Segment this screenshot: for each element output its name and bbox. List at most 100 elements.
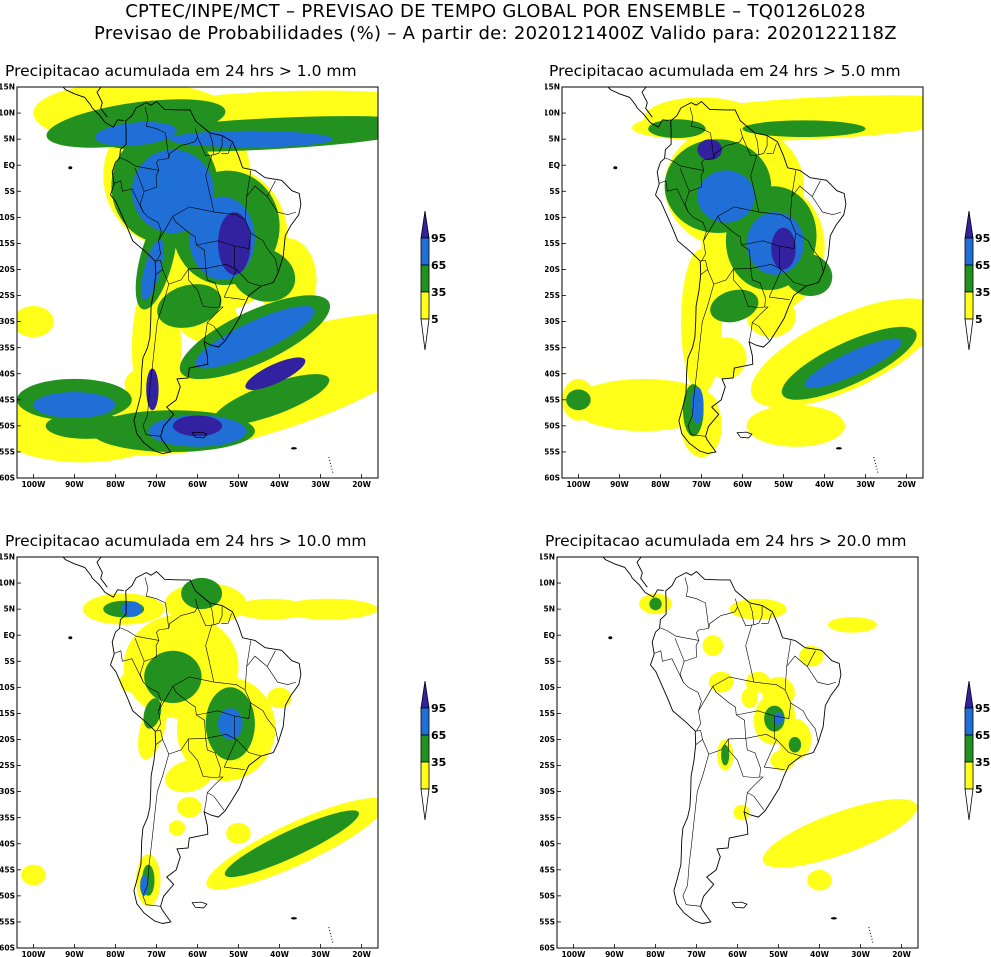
lat-tick-label: 5N [544,605,556,614]
lat-tick-label: 50S [0,421,15,430]
country-border [750,154,760,213]
prob-area-35 [45,412,128,439]
colorbar-segment-65 [964,707,974,736]
lat-tick-label: 10N [540,579,555,588]
lat-tick-label: 5N [4,135,16,144]
lat-tick-label: 20S [0,265,15,274]
colorbar-label: 5 [431,313,439,326]
lat-tick-label: 15N [0,553,15,562]
prob-area-5 [741,687,758,709]
prob-area-35 [710,289,759,323]
lat-tick-label: 35S [545,343,560,352]
prob-area-35 [566,389,591,411]
lat-tick-label: 10S [545,213,560,222]
lat-tick-label: 20S [0,735,15,744]
colorbar-segment-35 [420,734,430,763]
panel-4-map: 15N 10N 5N EQ 5S 10S 15S 20S 25S 30S 35S 40S 45S 50S 5… [540,553,919,957]
colorbar-label: 65 [975,729,990,742]
lon-tick-label: 100W [566,480,591,489]
country-border [679,168,690,192]
prob-area-5 [746,295,796,338]
country-border [743,792,748,812]
lat-tick-label: 10N [0,579,15,588]
country-border [266,196,297,216]
lon-tick-label: 60W [733,480,752,489]
colorbar-label: 95 [975,702,990,715]
colorbar-label: 65 [431,259,446,272]
lat-tick-label: 50S [545,421,560,430]
lon-tick-label: 100W [21,480,46,489]
falkland-islands [191,901,208,909]
country-border [806,666,837,686]
prob-area-5 [705,337,747,379]
lon-tick-label: 60W [728,950,747,957]
lat-tick-label: 60S [0,944,15,953]
prob-area-35 [742,120,866,137]
colorbar-segment-95 [964,680,974,709]
lon-tick-label: 70W [147,950,166,957]
prob-area-65 [33,392,116,418]
colorbar-segment-below-5 [420,788,430,821]
prob-area-5 [17,306,54,338]
lon-tick-label: 90W [65,480,84,489]
lat-tick-label: 15S [0,709,15,718]
figure-title-line-1: CPTEC/INPE/MCT – PREVISAO DE TEMPO GLOBA… [125,1,866,22]
country-border [665,157,704,171]
country-border [134,638,145,662]
lat-tick-label: 10S [0,683,15,692]
colorbar-segment-65 [420,707,430,736]
country-border [155,260,163,270]
prob-area-65 [168,130,333,148]
probability-field [17,557,378,948]
country-border [717,206,791,221]
country-border [659,180,689,213]
prob-area-65 [140,875,149,896]
country-border [209,133,215,155]
country-border [139,128,198,262]
lon-tick-label: 50W [774,480,793,489]
country-border [205,624,215,683]
lat-tick-label: 10S [0,213,15,222]
lat-tick-label: 25S [540,761,555,770]
lon-tick-label: 40W [270,950,289,957]
lat-tick-label: 10S [540,683,555,692]
lat-tick-label: 5N [549,135,561,144]
lon-tick-label: 100W [21,950,46,957]
lat-tick-label: 10N [545,109,560,118]
figure-title-line-2: Previsao de Probabilidades (%) – A parti… [94,23,897,44]
country-border [698,685,747,755]
prob-area-5 [165,759,214,793]
colorbar-segment-5 [420,291,430,320]
galapagos-islands [613,166,618,170]
country-border [158,215,207,285]
prob-area-35 [157,284,222,328]
country-border [695,730,703,740]
country-border [155,739,163,745]
lat-tick-label: 30S [545,317,560,326]
lat-tick-label: 5S [544,657,555,666]
country-border [244,640,279,743]
lat-tick-label: 45S [540,865,555,874]
colorbar-label: 65 [431,729,446,742]
lon-tick-label: 70W [687,950,706,957]
prob-area-35 [143,698,162,729]
lat-tick-label: 15N [545,83,560,92]
prob-area-5 [746,405,845,447]
country-border [188,738,221,778]
central-america-coastline [562,87,669,128]
country-border [223,269,237,298]
prob-area-65 [141,239,164,300]
panel-4-title: Precipitacao acumulada em 24 hrs > 20.0 … [545,532,907,550]
lat-tick-label: 35S [0,343,15,352]
south-georgia-island [290,917,297,920]
country-border [748,322,753,342]
lon-tick-label: 40W [270,480,289,489]
lat-tick-label: 35S [0,813,15,822]
prob-area-35 [213,374,330,426]
colorbar-label: 35 [975,756,990,769]
lon-tick-label: 70W [692,480,711,489]
country-border [761,613,772,624]
prob-area-5 [267,687,292,709]
lon-tick-label: 20W [897,480,916,489]
lat-tick-label: 25S [545,291,560,300]
